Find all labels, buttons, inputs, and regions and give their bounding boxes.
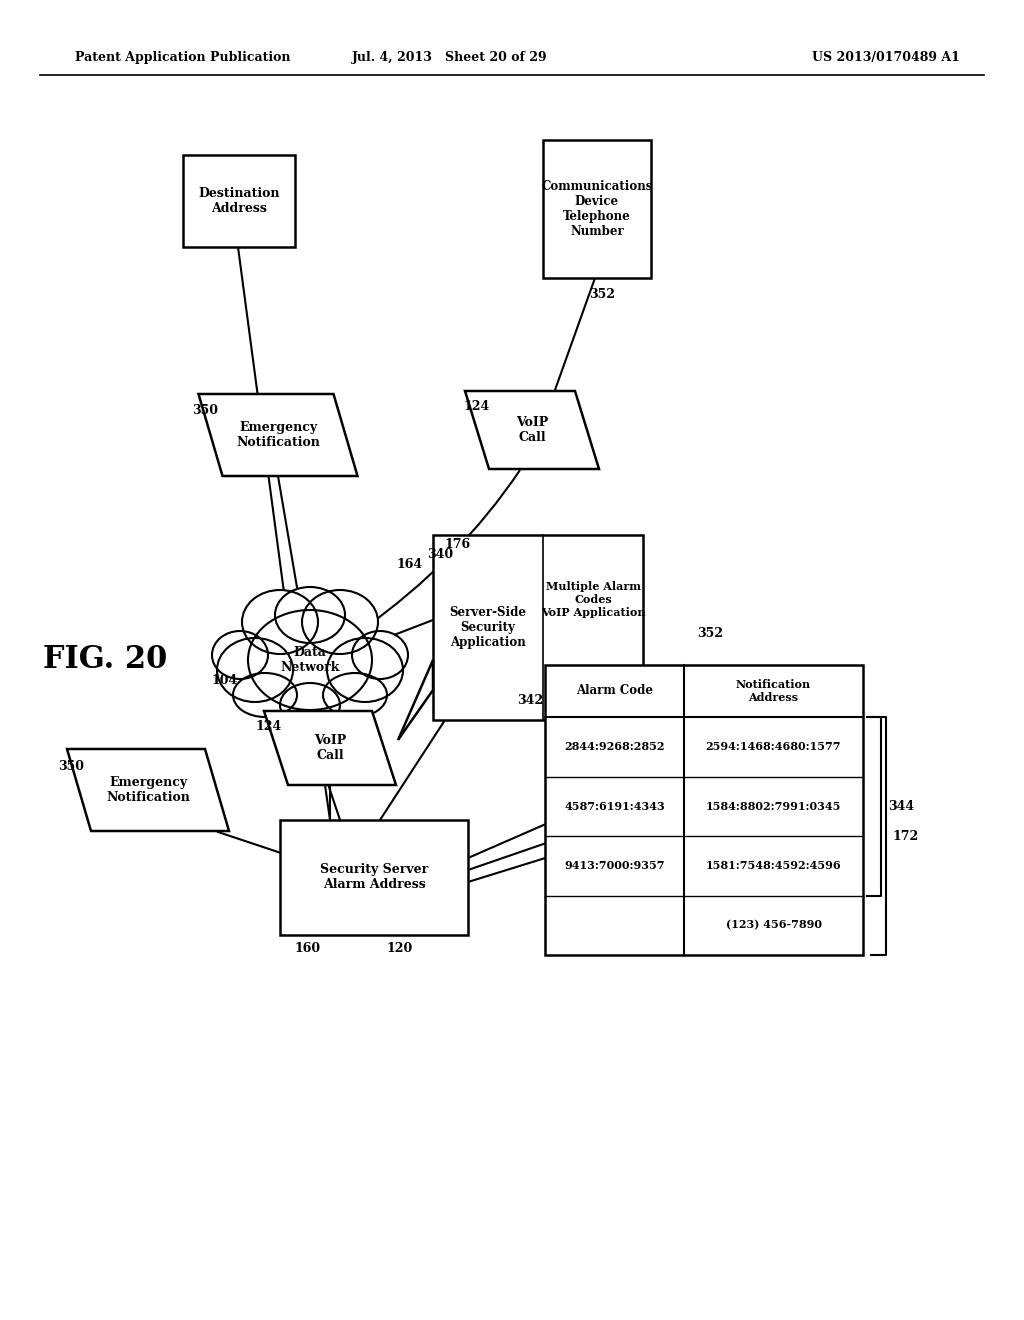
Text: 2594:1468:4680:1577: 2594:1468:4680:1577 bbox=[706, 742, 842, 752]
Polygon shape bbox=[264, 711, 396, 785]
Text: Emergency
Notification: Emergency Notification bbox=[106, 776, 189, 804]
Text: 340: 340 bbox=[427, 549, 453, 561]
Text: 160: 160 bbox=[295, 942, 322, 954]
Polygon shape bbox=[199, 393, 357, 477]
FancyBboxPatch shape bbox=[433, 535, 643, 719]
Text: (123) 456-7890: (123) 456-7890 bbox=[725, 920, 821, 931]
Text: 164: 164 bbox=[397, 558, 423, 572]
FancyBboxPatch shape bbox=[543, 140, 651, 279]
FancyBboxPatch shape bbox=[545, 665, 863, 954]
Text: 120: 120 bbox=[387, 942, 413, 954]
Text: US 2013/0170489 A1: US 2013/0170489 A1 bbox=[812, 51, 961, 65]
Ellipse shape bbox=[280, 682, 340, 727]
Ellipse shape bbox=[275, 587, 345, 643]
FancyBboxPatch shape bbox=[183, 154, 295, 247]
Text: 350: 350 bbox=[193, 404, 218, 417]
Text: 350: 350 bbox=[58, 759, 84, 772]
Ellipse shape bbox=[352, 631, 408, 678]
Ellipse shape bbox=[233, 673, 297, 717]
Text: Alarm Code: Alarm Code bbox=[575, 685, 653, 697]
Text: 124: 124 bbox=[256, 719, 282, 733]
Text: Data
Network: Data Network bbox=[281, 645, 340, 675]
Polygon shape bbox=[465, 391, 599, 469]
Ellipse shape bbox=[327, 638, 403, 702]
Text: FIG. 20: FIG. 20 bbox=[43, 644, 167, 676]
Text: 352: 352 bbox=[589, 288, 615, 301]
Ellipse shape bbox=[212, 631, 268, 678]
Text: 176: 176 bbox=[444, 539, 471, 552]
Text: 352: 352 bbox=[697, 627, 723, 640]
FancyBboxPatch shape bbox=[280, 820, 468, 935]
Text: Jul. 4, 2013   Sheet 20 of 29: Jul. 4, 2013 Sheet 20 of 29 bbox=[352, 51, 548, 65]
Text: 344: 344 bbox=[888, 800, 914, 813]
Text: 172: 172 bbox=[893, 829, 920, 842]
Ellipse shape bbox=[217, 638, 293, 702]
Text: 124: 124 bbox=[464, 400, 490, 412]
Ellipse shape bbox=[302, 590, 378, 653]
Text: 1581:7548:4592:4596: 1581:7548:4592:4596 bbox=[706, 861, 842, 871]
Text: Notification
Address: Notification Address bbox=[736, 678, 811, 702]
Ellipse shape bbox=[323, 673, 387, 717]
Text: Destination
Address: Destination Address bbox=[199, 187, 280, 215]
Text: 1584:8802:7991:0345: 1584:8802:7991:0345 bbox=[706, 801, 841, 812]
Text: 4587:6191:4343: 4587:6191:4343 bbox=[564, 801, 665, 812]
Text: 104: 104 bbox=[212, 673, 239, 686]
Text: 9413:7000:9357: 9413:7000:9357 bbox=[564, 861, 665, 871]
Ellipse shape bbox=[242, 590, 318, 653]
Text: Security Server
Alarm Address: Security Server Alarm Address bbox=[319, 863, 428, 891]
Text: Multiple Alarm
Codes
VoIP Application: Multiple Alarm Codes VoIP Application bbox=[541, 581, 645, 618]
Text: 2844:9268:2852: 2844:9268:2852 bbox=[564, 742, 665, 752]
Text: Server-Side
Security
Application: Server-Side Security Application bbox=[450, 606, 526, 649]
Polygon shape bbox=[67, 748, 229, 832]
Ellipse shape bbox=[248, 610, 372, 710]
Text: VoIP
Call: VoIP Call bbox=[516, 416, 548, 444]
Text: VoIP
Call: VoIP Call bbox=[314, 734, 346, 762]
Text: Communications
Device
Telephone
Number: Communications Device Telephone Number bbox=[542, 180, 652, 238]
Polygon shape bbox=[398, 660, 433, 741]
Text: 342: 342 bbox=[517, 693, 543, 706]
Text: Emergency
Notification: Emergency Notification bbox=[237, 421, 319, 449]
Text: Patent Application Publication: Patent Application Publication bbox=[75, 51, 291, 65]
